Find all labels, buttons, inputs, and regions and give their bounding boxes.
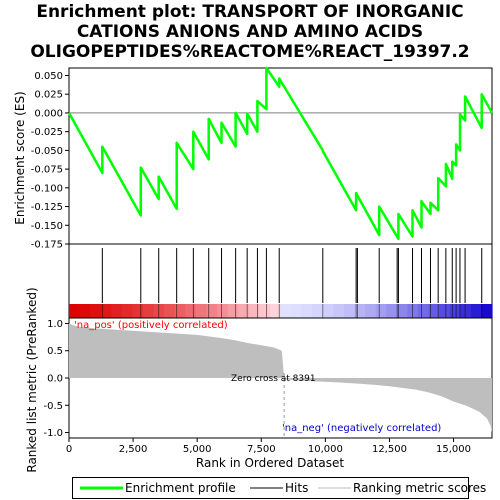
legend-hits-label: Hits: [285, 481, 309, 495]
rank-color-segment: [195, 304, 208, 318]
rank-color-segment: [90, 304, 102, 318]
rank-color-segment: [269, 304, 282, 318]
legend-profile-swatch: [80, 486, 123, 490]
metric-y-tick-label: -1.0: [43, 428, 63, 439]
metric-y-tick-label: 0.0: [47, 374, 63, 385]
x-tick-label: 5,000: [183, 444, 212, 455]
x-axis-title: Rank in Ordered Dataset: [196, 456, 344, 470]
x-tick-label: 12,500: [372, 444, 407, 455]
title-line-1: Enrichment plot: TRANSPORT OF INORGANIC: [36, 2, 464, 22]
rank-color-segment: [333, 304, 345, 318]
metric-y-tick-label: 1.0: [47, 319, 63, 330]
metric-axis-title: Ranked list metric (PreRanked): [25, 287, 39, 472]
rank-color-segment: [439, 304, 451, 318]
rank-color-segment: [174, 304, 186, 318]
x-tick-label: 10,000: [308, 444, 343, 455]
rank-color-segment: [460, 304, 472, 318]
es-axis-title: Enrichment score (ES): [13, 91, 27, 224]
rank-color-segment: [217, 304, 229, 318]
rank-color-segment: [280, 304, 292, 318]
es-y-tick-label: 0.050: [34, 71, 63, 82]
es-y-tick-label: -0.125: [31, 202, 63, 213]
hits-panel: [68, 243, 493, 319]
es-y-tick-label: -0.175: [31, 240, 63, 251]
es-y-tick-label: -0.050: [31, 146, 63, 157]
es-y-tick-label: -0.150: [31, 221, 63, 232]
rank-color-segment: [185, 304, 197, 318]
rank-color-segment: [100, 304, 112, 318]
legend-metric-label: Ranking metric scores: [353, 481, 487, 495]
rank-color-segment: [259, 304, 271, 318]
rank-color-segment: [153, 304, 165, 318]
legend-hits-swatch: [250, 487, 283, 489]
rank-color-segment: [132, 304, 144, 318]
es-profile-line: [67, 66, 494, 241]
rank-color-segment: [407, 304, 419, 318]
neg-correlated-label: 'na_neg' (negatively correlated): [282, 423, 441, 434]
rank-color-segment: [227, 304, 239, 318]
title-line-3: OLIGOPEPTIDES%REACTOME%REACT_19397.2: [30, 42, 470, 62]
rank-color-segment: [238, 304, 250, 318]
zero-cross-label: Zero cross at 8391: [231, 374, 316, 384]
es-frame: [68, 67, 493, 245]
rank-color-segment: [206, 304, 218, 318]
rank-color-segment: [481, 304, 493, 318]
es-y-tick-label: 0.000: [34, 108, 63, 119]
rank-color-segment: [143, 304, 155, 318]
rank-color-segment: [386, 304, 398, 318]
rank-color-segment: [164, 304, 176, 318]
es-y-tick-label: 0.025: [34, 90, 63, 101]
rank-color-segment: [69, 304, 81, 318]
rank-color-segment: [396, 304, 408, 318]
rank-color-segment: [111, 304, 123, 318]
legend-metric-swatch: [318, 487, 351, 489]
x-tick-label: 7,500: [247, 444, 276, 455]
metric-y-tick-label: -0.5: [43, 401, 63, 412]
es-y-tick-label: -0.100: [31, 183, 63, 194]
rank-color-segment: [375, 304, 387, 318]
rank-color-segment: [248, 304, 260, 318]
rank-color-segment: [301, 304, 313, 318]
rank-color-segment: [470, 304, 483, 318]
rank-color-segment: [354, 304, 366, 318]
metric-y-tick-label: 0.5: [47, 346, 63, 357]
rank-color-segment: [365, 304, 377, 318]
metric-area: [69, 323, 492, 433]
rank-color-segment: [428, 304, 440, 318]
rank-color-segment: [343, 304, 356, 318]
pos-correlated-label: 'na_pos' (positively correlated): [74, 320, 228, 331]
rank-color-segment: [417, 304, 430, 318]
x-tick-label: 2,500: [119, 444, 148, 455]
es-y-tick-label: -0.075: [31, 165, 63, 176]
rank-color-segment: [291, 304, 303, 318]
enrichment-plot: 0.050 0.025 0.000 -0.025 -0.050 -0.075 -0.100 -…: [0, 0, 494, 473]
es-y-tick-label: -0.025: [31, 127, 63, 138]
svg-anchor: [0, 0, 1, 1]
rank-color-segment: [449, 304, 461, 318]
legend: Enrichment profile Hits Ranking metric s…: [72, 477, 486, 499]
es-panel: 0.050 0.025 0.000 -0.025 -0.050 -0.075 -0.100 -…: [31, 66, 494, 251]
rank-color-segment: [322, 304, 334, 318]
rank-color-segment: [121, 304, 134, 318]
rank-color-segment: [312, 304, 324, 318]
metric-panel: 1.0 0.5 0.0 -0.5 -1.00 2,500 5,000 7,500 10,000 1…: [43, 317, 493, 455]
x-tick-label: 15,000: [436, 444, 471, 455]
legend-profile-label: Enrichment profile: [125, 481, 236, 495]
rank-color-segment: [79, 304, 91, 318]
x-tick-label: 0: [66, 444, 72, 455]
chart-title: Enrichment plot: TRANSPORT OF INORGANIC …: [0, 2, 500, 62]
title-line-2: CATIONS ANIONS AND AMINO ACIDS: [76, 22, 424, 42]
